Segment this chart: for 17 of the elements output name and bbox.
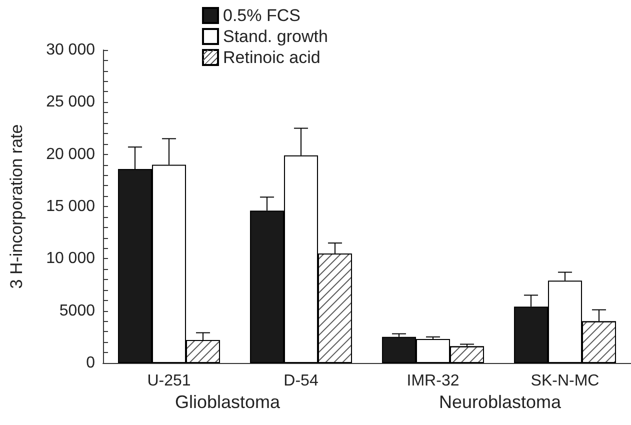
y-tick-label: 0 [86, 354, 96, 372]
x-tick-label: U-251 [147, 372, 191, 390]
y-tick-label: 10 000 [46, 250, 96, 268]
legend-label: Retinoic acid [223, 48, 320, 67]
x-tick-label: IMR-32 [406, 372, 460, 390]
y-tick-label: 25 000 [46, 94, 96, 111]
y-axis-title: 3 H-incorporation rate [7, 124, 26, 289]
x-tick-label: SK-N-MC [530, 372, 600, 390]
legend-label: Stand. growth [223, 27, 328, 46]
y-tick-label: 15 000 [46, 198, 96, 215]
y-tick-label: 30 000 [46, 42, 96, 58]
x-tick-label: D-54 [284, 372, 318, 390]
y-tick-label: 20 000 [46, 146, 96, 163]
text: Neuroblastoma [439, 392, 562, 412]
text: Glioblastoma [175, 392, 282, 412]
y-tick-label: 5000 [59, 302, 96, 320]
legend-label: 0.5% FCS [223, 6, 300, 25]
